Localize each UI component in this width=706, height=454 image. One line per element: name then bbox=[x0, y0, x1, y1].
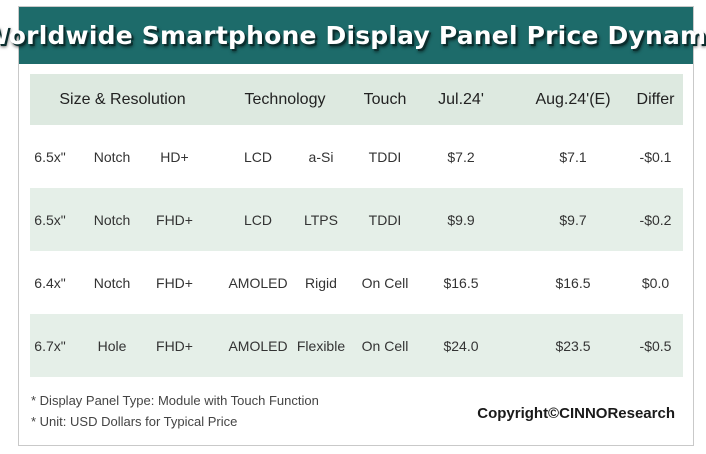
cell-technology: AMOLED bbox=[228, 337, 288, 354]
title-bar: Worldwide Smartphone Display Panel Price… bbox=[0, 7, 706, 64]
page-title: Worldwide Smartphone Display Panel Price… bbox=[0, 21, 706, 50]
cell-form: Notch bbox=[93, 148, 131, 165]
cell-size: 6.5x" bbox=[34, 148, 66, 165]
table-header-row: Size & Resolution Technology Touch Jul.2… bbox=[30, 74, 683, 125]
cell-substrate: a-Si bbox=[308, 148, 334, 165]
cell-touch: TDDI bbox=[368, 211, 402, 228]
table-row: 6.4x" Notch FHD+ AMOLED Rigid On Cell $1… bbox=[30, 251, 683, 314]
cell-form: Notch bbox=[93, 274, 131, 291]
price-table-card: Worldwide Smartphone Display Panel Price… bbox=[0, 6, 706, 446]
cell-size: 6.4x" bbox=[34, 274, 66, 291]
cell-substrate: LTPS bbox=[304, 211, 338, 228]
cell-substrate: Rigid bbox=[305, 274, 337, 291]
cell-resolution: FHD+ bbox=[156, 274, 193, 291]
cell-technology: LCD bbox=[243, 148, 272, 165]
cell-differ: $0.0 bbox=[641, 274, 670, 291]
table-row: 6.5x" Notch FHD+ LCD LTPS TDDI $9.9 $9.7… bbox=[30, 188, 683, 251]
header-touch: Touch bbox=[363, 90, 407, 108]
header-differ: Differ bbox=[636, 90, 675, 108]
table-row: 6.5x" Notch HD+ LCD a-Si TDDI $7.2 $7.1 … bbox=[30, 125, 683, 188]
header-technology: Technology bbox=[244, 90, 326, 108]
cell-technology: LCD bbox=[243, 211, 272, 228]
cell-differ: -$0.2 bbox=[639, 211, 672, 228]
cell-size: 6.5x" bbox=[34, 211, 66, 228]
cell-aug-price: $23.5 bbox=[555, 337, 591, 354]
copyright-text: Copyright©CINNOResearch bbox=[477, 405, 675, 422]
cell-touch: TDDI bbox=[368, 148, 402, 165]
cell-touch: On Cell bbox=[361, 274, 409, 291]
price-table: Size & Resolution Technology Touch Jul.2… bbox=[30, 74, 683, 377]
cell-resolution: FHD+ bbox=[156, 337, 193, 354]
cell-jul-price: $16.5 bbox=[443, 274, 479, 291]
cell-jul-price: $7.2 bbox=[447, 148, 475, 165]
header-aug: Aug.24'(E) bbox=[535, 90, 611, 108]
cell-touch: On Cell bbox=[361, 337, 409, 354]
cell-aug-price: $9.7 bbox=[559, 211, 587, 228]
cell-form: Hole bbox=[97, 337, 127, 354]
cell-resolution: FHD+ bbox=[156, 211, 193, 228]
cell-jul-price: $9.9 bbox=[447, 211, 475, 228]
cell-substrate: Flexible bbox=[296, 337, 346, 354]
cell-differ: -$0.5 bbox=[639, 337, 672, 354]
cell-aug-price: $16.5 bbox=[555, 274, 591, 291]
cell-differ: -$0.1 bbox=[639, 148, 672, 165]
cell-size: 6.7x" bbox=[34, 337, 66, 354]
footnote-unit: * Unit: USD Dollars for Typical Price bbox=[31, 414, 238, 429]
footnote-panel-type: * Display Panel Type: Module with Touch … bbox=[31, 393, 319, 408]
table-row: 6.7x" Hole FHD+ AMOLED Flexible On Cell … bbox=[30, 314, 683, 377]
cell-resolution: HD+ bbox=[160, 148, 189, 165]
footnotes: * Display Panel Type: Module with Touch … bbox=[31, 390, 319, 432]
cell-jul-price: $24.0 bbox=[443, 337, 479, 354]
cell-aug-price: $7.1 bbox=[559, 148, 587, 165]
cell-form: Notch bbox=[93, 211, 131, 228]
header-jul: Jul.24' bbox=[438, 90, 484, 108]
header-size-resolution: Size & Resolution bbox=[59, 90, 186, 108]
cell-technology: AMOLED bbox=[228, 274, 288, 291]
